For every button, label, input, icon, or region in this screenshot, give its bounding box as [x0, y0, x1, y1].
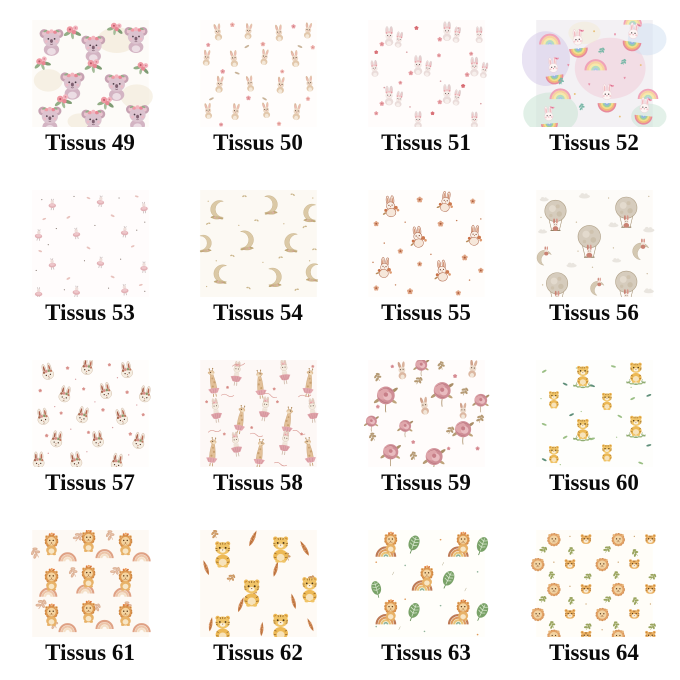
fabric-swatch-64[interactable]: Tissus 64 — [530, 528, 658, 666]
swatch-image-56[interactable] — [522, 190, 667, 297]
swatch-image-59[interactable] — [354, 360, 499, 467]
fabric-swatch-58[interactable]: Tissus 58 — [199, 358, 320, 496]
fabric-swatch-60[interactable]: Tissus 60 — [535, 358, 653, 496]
swatch-image-57[interactable] — [18, 360, 163, 467]
swatch-label-54: Tissus 54 — [213, 300, 303, 325]
swatch-label-62: Tissus 62 — [213, 640, 303, 665]
swatch-label-63: Tissus 63 — [381, 640, 471, 665]
swatch-label-61: Tissus 61 — [45, 640, 135, 665]
swatch-label-56: Tissus 56 — [549, 300, 639, 325]
swatch-image-52[interactable] — [521, 20, 667, 127]
swatch-label-53: Tissus 53 — [45, 300, 135, 325]
swatch-grid: Tissus 49 Tissus 50 Tissus 51 — [6, 2, 680, 680]
fabric-swatch-61[interactable]: Tissus 61 — [27, 528, 151, 666]
fabric-swatch-51[interactable]: Tissus 51 — [367, 18, 471, 156]
swatch-image-54[interactable] — [186, 190, 331, 297]
swatch-label-52: Tissus 52 — [549, 130, 639, 155]
fabric-swatch-50[interactable]: Tissus 50 — [199, 18, 317, 156]
fabric-swatch-52[interactable]: Tissus 52 — [521, 18, 667, 156]
swatch-label-57: Tissus 57 — [45, 470, 135, 495]
swatch-label-51: Tissus 51 — [381, 130, 471, 155]
swatch-image-60[interactable] — [522, 360, 667, 467]
swatch-label-64: Tissus 64 — [549, 640, 639, 665]
fabric-swatch-54[interactable]: Tissus 54 — [198, 188, 319, 326]
swatch-label-49: Tissus 49 — [45, 130, 135, 155]
swatch-label-59: Tissus 59 — [381, 470, 471, 495]
swatch-image-50[interactable] — [186, 20, 331, 127]
swatch-image-49[interactable] — [18, 20, 163, 127]
swatch-image-61[interactable] — [18, 530, 163, 637]
fabric-swatch-62[interactable]: Tissus 62 — [199, 528, 317, 666]
fabric-swatch-49[interactable]: Tissus 49 — [31, 18, 153, 156]
swatch-image-51[interactable] — [354, 20, 499, 127]
swatch-image-53[interactable] — [18, 190, 163, 297]
swatch-image-62[interactable] — [186, 530, 331, 637]
swatch-label-55: Tissus 55 — [381, 300, 471, 325]
fabric-swatch-59[interactable]: Tissus 59 — [362, 358, 490, 496]
swatch-label-60: Tissus 60 — [549, 470, 639, 495]
fabric-swatch-55[interactable]: Tissus 55 — [367, 188, 485, 326]
fabric-swatch-56[interactable]: Tissus 56 — [533, 188, 654, 326]
swatch-label-58: Tissus 58 — [213, 470, 303, 495]
swatch-label-50: Tissus 50 — [213, 130, 303, 155]
fabric-swatch-53[interactable]: Tissus 53 — [31, 188, 149, 326]
swatch-image-63[interactable] — [354, 530, 499, 637]
fabric-swatch-63[interactable]: Tissus 63 — [367, 528, 491, 666]
swatch-image-55[interactable] — [354, 190, 499, 297]
fabric-swatch-57[interactable]: Tissus 57 — [31, 358, 152, 496]
swatch-image-64[interactable] — [522, 530, 667, 637]
swatch-image-58[interactable] — [186, 360, 331, 467]
